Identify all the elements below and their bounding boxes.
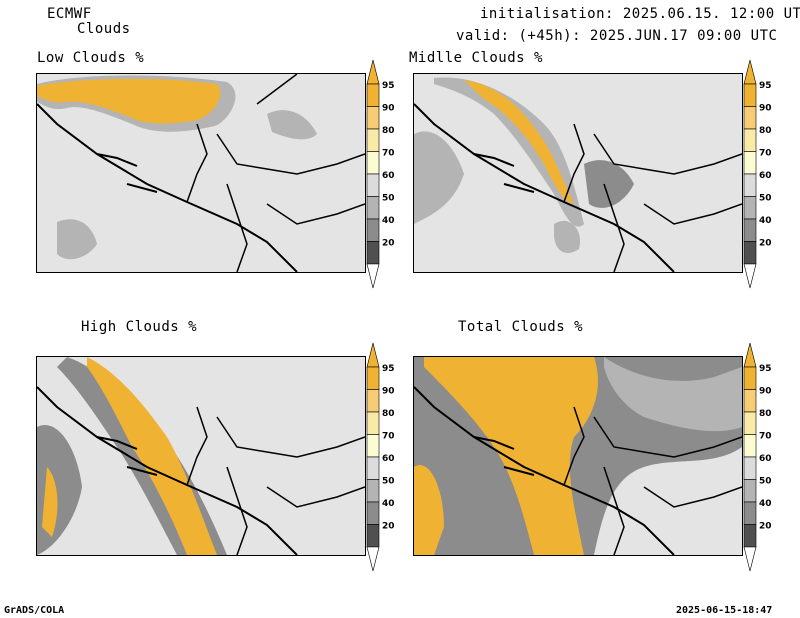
colorbar-label: 50 — [759, 194, 772, 204]
colorbar-label: 90 — [759, 387, 772, 397]
colorbar-swatch — [366, 366, 380, 390]
colorbar-swatch — [743, 151, 757, 175]
colorbar-swatch — [743, 501, 757, 525]
valid-time: valid: (+45h): 2025.JUN.17 09:00 UTC — [456, 28, 778, 44]
map-total-clouds — [413, 356, 743, 556]
colorbar-swatch — [743, 218, 757, 242]
colorbar-label: 70 — [382, 149, 395, 159]
panel-title-high: High Clouds % — [81, 319, 198, 335]
colorbar-swatch — [366, 83, 380, 107]
panel-title-total: Total Clouds % — [458, 319, 584, 335]
colorbar-swatch — [366, 173, 380, 197]
coastline — [414, 386, 675, 555]
product-label: Clouds — [77, 21, 131, 37]
colorbar-swatch — [366, 151, 380, 175]
colorbar-label: 20 — [759, 522, 772, 532]
colorbar-swatch — [366, 389, 380, 413]
colorbar-label: 40 — [759, 499, 772, 509]
coastline — [414, 103, 675, 272]
colorbar-label: 50 — [759, 477, 772, 487]
colorbar-swatch — [743, 173, 757, 197]
colorbar-label: 20 — [382, 522, 395, 532]
colorbar-label: 60 — [759, 171, 772, 181]
colorbar-swatch — [743, 106, 757, 130]
colorbar-swatch — [366, 501, 380, 525]
colorbar-swatch — [366, 106, 380, 130]
coastline — [37, 103, 298, 272]
colorbar-bottom-arrow — [743, 263, 757, 289]
colorbar-low: 95 90 80 70 60 50 40 20 — [364, 58, 404, 290]
colorbar-swatch — [743, 524, 757, 548]
colorbar-label: 50 — [382, 477, 395, 487]
colorbar-top-arrow — [743, 59, 757, 85]
colorbar-swatch — [366, 196, 380, 220]
colorbar-swatch — [743, 411, 757, 435]
colorbar-swatch — [743, 366, 757, 390]
colorbar-label: 80 — [759, 126, 772, 136]
colorbar-top-arrow — [366, 342, 380, 368]
border-line — [186, 406, 208, 486]
cloud-cover-middle — [434, 77, 584, 227]
coastline — [37, 386, 298, 555]
border-line — [186, 123, 208, 203]
colorbar-label: 70 — [382, 432, 395, 442]
colorbar-label: 95 — [382, 81, 395, 91]
colorbar-swatch — [743, 389, 757, 413]
colorbar-label: 40 — [759, 216, 772, 226]
colorbar-label: 70 — [759, 149, 772, 159]
colorbar-swatch — [366, 434, 380, 458]
colorbar-label: 70 — [759, 432, 772, 442]
init-time: initialisation: 2025.06.15. 12:00 UTC — [480, 6, 800, 22]
colorbar-label: 90 — [759, 104, 772, 114]
border-line — [563, 123, 585, 203]
colorbar-swatch — [743, 241, 757, 265]
colorbar-swatch — [366, 411, 380, 435]
colorbar-label: 90 — [382, 104, 395, 114]
colorbar-label: 95 — [759, 364, 772, 374]
colorbar-swatch — [743, 196, 757, 220]
colorbar-swatch — [743, 128, 757, 152]
colorbar-label: 80 — [382, 126, 395, 136]
map-high-clouds — [36, 356, 366, 556]
colorbar-label: 60 — [382, 454, 395, 464]
colorbar-swatch — [366, 218, 380, 242]
map-middle-clouds — [413, 73, 743, 273]
colorbar-swatch — [366, 479, 380, 503]
colorbar-swatch — [743, 434, 757, 458]
colorbar-label: 60 — [382, 171, 395, 181]
colorbar-bottom-arrow — [366, 263, 380, 289]
colorbar-bottom-arrow — [743, 546, 757, 572]
panel-title-middle: Midlle Clouds % — [409, 50, 543, 66]
colorbar-label: 95 — [759, 81, 772, 91]
colorbar-bottom-arrow — [366, 546, 380, 572]
colorbar-label: 90 — [382, 387, 395, 397]
colorbar-label: 40 — [382, 499, 395, 509]
colorbar-top-arrow — [366, 59, 380, 85]
footer-software: GrADS/COLA — [4, 605, 65, 616]
colorbar-middle: 95 90 80 70 60 50 40 20 — [741, 58, 781, 290]
panel-title-low: Low Clouds % — [37, 50, 145, 66]
colorbar-swatch — [743, 83, 757, 107]
footer-timestamp: 2025-06-15-18:47 — [676, 605, 773, 616]
colorbar-label: 60 — [759, 454, 772, 464]
colorbar-label: 80 — [382, 409, 395, 419]
colorbar-label: 20 — [382, 239, 395, 249]
colorbar-high: 95 90 80 70 60 50 40 20 — [364, 341, 404, 573]
colorbar-total: 95 90 80 70 60 50 40 20 — [741, 341, 781, 573]
model-label: ECMWF — [47, 6, 92, 22]
colorbar-label: 80 — [759, 409, 772, 419]
colorbar-label: 40 — [382, 216, 395, 226]
colorbar-swatch — [366, 524, 380, 548]
colorbar-swatch — [366, 241, 380, 265]
colorbar-label: 20 — [759, 239, 772, 249]
map-low-clouds — [36, 73, 366, 273]
colorbar-swatch — [366, 456, 380, 480]
colorbar-swatch — [743, 456, 757, 480]
border-line — [563, 406, 585, 486]
colorbar-swatch — [743, 479, 757, 503]
colorbar-top-arrow — [743, 342, 757, 368]
colorbar-label: 50 — [382, 194, 395, 204]
colorbar-label: 95 — [382, 364, 395, 374]
colorbar-swatch — [366, 128, 380, 152]
